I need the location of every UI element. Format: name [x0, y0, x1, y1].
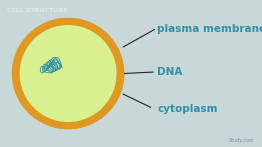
Text: plasma membrane: plasma membrane	[157, 24, 262, 34]
Ellipse shape	[20, 25, 117, 122]
Text: CELL STRUCTURE: CELL STRUCTURE	[7, 8, 67, 13]
Text: DNA: DNA	[157, 67, 183, 77]
Text: Study.com: Study.com	[228, 138, 254, 143]
Text: cytoplasm: cytoplasm	[157, 104, 218, 114]
Ellipse shape	[12, 18, 124, 129]
